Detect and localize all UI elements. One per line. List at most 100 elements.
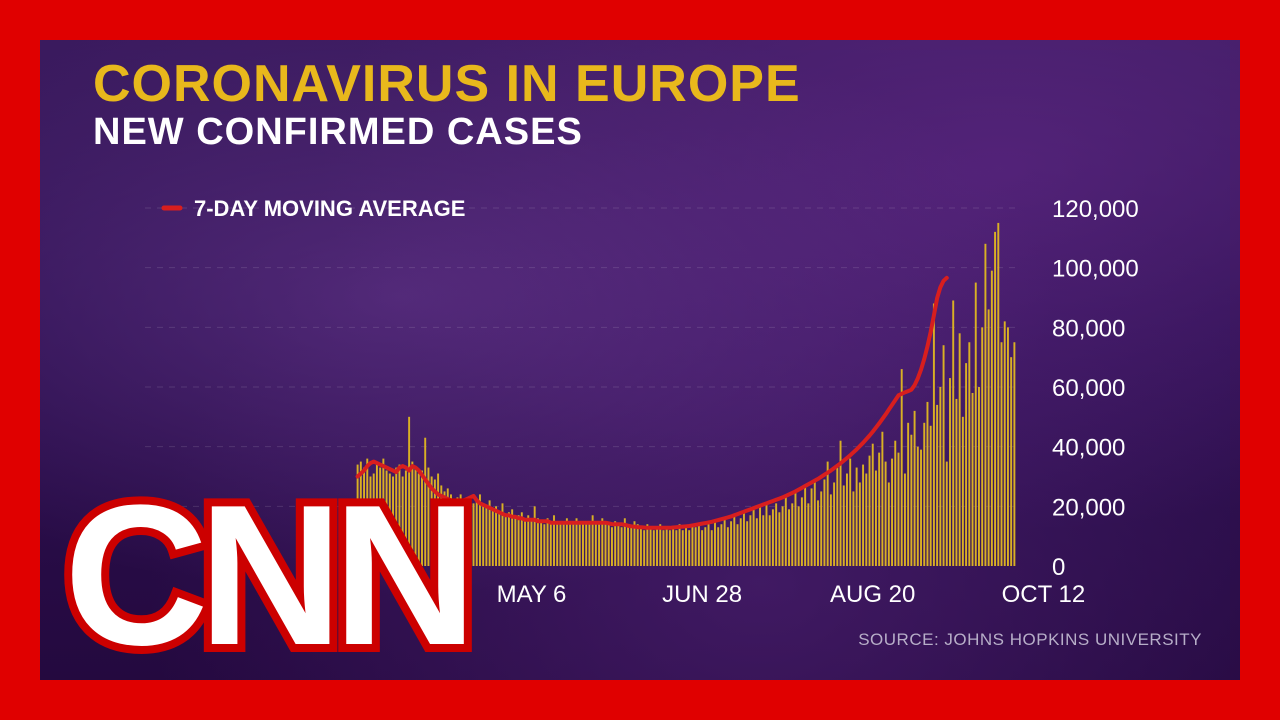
- y-tick-label: 40,000: [1052, 435, 1125, 462]
- bar: [466, 500, 469, 566]
- bar: [739, 518, 742, 566]
- bar: [974, 282, 977, 566]
- cnn-logo: CNN: [56, 466, 474, 666]
- chart-frame: CORONAVIRUS IN EUROPE NEW CONFIRMED CASE…: [40, 40, 1240, 680]
- bar: [433, 479, 436, 566]
- bar: [469, 506, 472, 566]
- bar: [720, 524, 723, 566]
- gridlines: [145, 207, 1020, 507]
- bar: [759, 506, 762, 566]
- bar: [984, 243, 987, 567]
- bar: [881, 431, 884, 566]
- bar: [404, 470, 407, 566]
- bar: [858, 482, 861, 566]
- x-tick-label: OCT 12: [1002, 581, 1086, 608]
- bar: [784, 497, 787, 566]
- bar: [443, 491, 446, 566]
- bar: [923, 422, 926, 566]
- moving-average-line: [355, 275, 949, 530]
- bar: [536, 518, 539, 566]
- bar: [639, 527, 642, 566]
- bar: [527, 515, 530, 566]
- bar: [871, 443, 874, 566]
- chart-subtitle: NEW CONFIRMED CASES: [93, 111, 583, 153]
- bar: [456, 497, 459, 566]
- bar: [994, 231, 997, 566]
- bar: [656, 527, 658, 566]
- bar: [604, 521, 607, 566]
- bar: [665, 527, 668, 566]
- bar: [903, 473, 906, 566]
- bar: [375, 464, 378, 566]
- bar: [533, 506, 536, 566]
- bar: [749, 515, 752, 566]
- bar: [788, 509, 790, 566]
- bar: [771, 509, 774, 566]
- bar: [762, 515, 765, 566]
- bar: [565, 518, 568, 566]
- bar: [936, 404, 939, 566]
- bar: [414, 467, 417, 566]
- bar: [855, 467, 858, 566]
- bar: [427, 467, 430, 566]
- bar: [884, 461, 887, 566]
- y-tick-label: 20,000: [1052, 494, 1125, 521]
- bar: [559, 521, 562, 566]
- bar: [607, 524, 610, 566]
- bar: [681, 530, 684, 566]
- bar: [717, 527, 720, 566]
- bar: [710, 530, 713, 566]
- legend: 7-DAY MOVING AVERAGE: [161, 196, 465, 221]
- bar: [920, 449, 922, 566]
- bar: [482, 503, 485, 566]
- bar: [755, 518, 758, 566]
- cnn-logo-text: CNN: [64, 466, 467, 666]
- bar: [965, 363, 968, 566]
- bar: [430, 476, 433, 566]
- bar: [685, 527, 687, 566]
- bar: [945, 461, 948, 566]
- bar: [411, 461, 414, 566]
- bar: [932, 303, 935, 566]
- bar: [742, 512, 745, 566]
- bar: [507, 512, 510, 566]
- bar: [617, 524, 620, 566]
- bar: [511, 509, 514, 566]
- bar: [572, 521, 575, 566]
- y-tick-label: 100,000: [1052, 256, 1139, 283]
- bar: [971, 392, 974, 566]
- bar: [369, 476, 372, 566]
- bar: [981, 327, 984, 566]
- bar: [356, 464, 359, 566]
- bar: [646, 524, 649, 566]
- bar: [990, 270, 993, 566]
- bar: [562, 521, 565, 566]
- x-tick-label: 4: [354, 581, 367, 608]
- bar: [623, 518, 626, 566]
- bar: [688, 530, 691, 566]
- bar: [820, 491, 823, 566]
- bar: [424, 437, 427, 566]
- bar: [578, 524, 581, 566]
- bar: [714, 521, 716, 566]
- bar: [598, 524, 601, 566]
- bar: [385, 470, 388, 566]
- bar: [829, 494, 832, 566]
- bar-series: [356, 222, 1016, 567]
- bar: [997, 222, 1000, 567]
- bar: [421, 470, 423, 566]
- bar: [862, 464, 865, 566]
- bar: [926, 401, 929, 566]
- bar: [887, 482, 890, 566]
- bar: [382, 458, 385, 566]
- bar: [958, 333, 961, 566]
- bar: [440, 485, 443, 566]
- bar: [691, 524, 694, 566]
- bar: [891, 458, 894, 566]
- bar: [649, 527, 652, 566]
- bar: [585, 524, 588, 566]
- bar: [553, 515, 555, 566]
- bar: [865, 473, 868, 566]
- x-tick-label: JUN 28: [662, 581, 742, 608]
- bar: [823, 479, 826, 566]
